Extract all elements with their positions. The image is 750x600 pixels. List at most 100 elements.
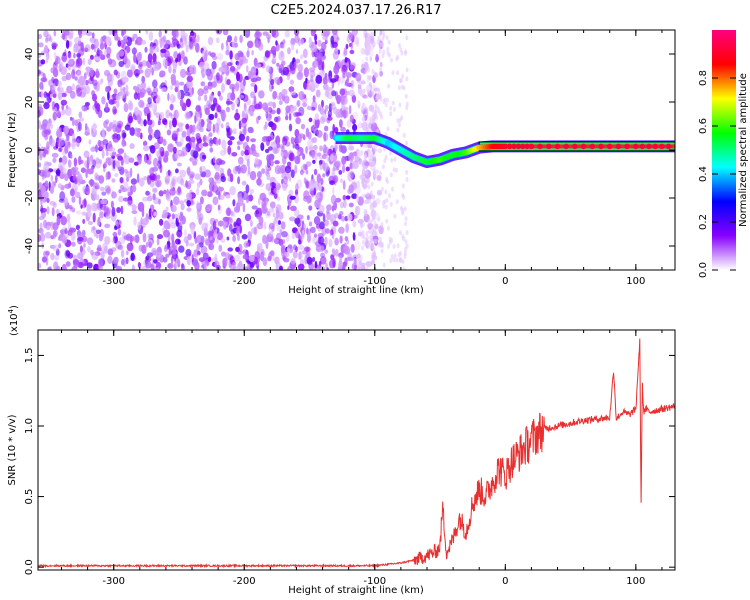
heatmap-cell [396, 54, 400, 60]
heatmap-cell [204, 94, 208, 102]
heatmap-cell [293, 61, 298, 69]
heatmap-cell [389, 258, 393, 264]
heatmap-cell [216, 53, 224, 61]
heatmap-cell [195, 105, 201, 112]
heatmap-cell [52, 111, 57, 121]
heatmap-cell [372, 40, 376, 48]
heatmap-cell [140, 82, 147, 90]
heatmap-cell [105, 157, 111, 164]
heatmap-cell [375, 53, 379, 63]
heatmap-cell [225, 207, 232, 217]
heatmap-cell [217, 90, 221, 97]
heatmap-cell [178, 245, 185, 253]
heatmap-cell [147, 134, 153, 141]
heatmap-cell [284, 165, 292, 174]
heatmap-cell [232, 211, 236, 217]
heatmap-cell [40, 185, 46, 193]
heatmap-cell [339, 119, 343, 128]
heatmap-cell [100, 78, 104, 83]
heatmap-cell [272, 77, 278, 82]
heatmap-cell [247, 70, 252, 80]
heatmap-cell [185, 248, 192, 257]
heatmap-cell [242, 254, 249, 260]
heatmap-cell [78, 111, 83, 119]
heatmap-cell [91, 251, 99, 260]
x-tick-label: 0 [502, 576, 508, 587]
heatmap-cell [193, 250, 199, 260]
heatmap-cell [250, 128, 254, 133]
heatmap-cell [164, 59, 168, 70]
heatmap-cell [132, 85, 138, 91]
heatmap-cell [334, 126, 339, 134]
heatmap-cell [40, 59, 46, 65]
heatmap-cell [163, 189, 167, 195]
heatmap-cell [95, 232, 99, 239]
heatmap-cell [323, 131, 327, 142]
heatmap-cell [366, 235, 369, 241]
heatmap-cell [375, 198, 381, 205]
heatmap-cell [397, 85, 401, 91]
heatmap-cell [343, 47, 348, 56]
heatmap-cell [221, 42, 224, 51]
heatmap-cell [310, 30, 316, 37]
heatmap-cell [208, 51, 212, 56]
heatmap-cell [201, 154, 207, 160]
heatmap-cell [166, 222, 171, 230]
heatmap-cell [278, 211, 284, 220]
colorbar-tick-label: 0.2 [698, 214, 709, 230]
heatmap-cell [211, 60, 217, 70]
heatmap-cell [186, 207, 192, 212]
heatmap-cell [274, 160, 280, 165]
heatmap-cell [107, 58, 113, 65]
heatmap-cell [219, 74, 223, 83]
heatmap-cell [250, 138, 256, 143]
heatmap-cell [398, 43, 401, 48]
heatmap-cell [173, 51, 179, 59]
heatmap-cell [348, 89, 355, 97]
heatmap-cell [53, 202, 57, 208]
heatmap-cell [315, 223, 320, 229]
heatmap-cell [100, 36, 104, 46]
x-tick-label: 0 [502, 276, 508, 287]
heatmap-cell [164, 79, 167, 86]
heatmap-cell [331, 30, 338, 35]
heatmap-cell [242, 78, 246, 87]
heatmap-cell [285, 115, 289, 121]
heatmap-cell [372, 113, 375, 119]
heatmap-cell [276, 62, 280, 67]
heatmap-cell [377, 216, 381, 222]
heatmap-cell [376, 175, 382, 181]
heatmap-cell [338, 170, 343, 175]
heatmap-cell [46, 197, 50, 203]
heatmap-cell [198, 118, 205, 128]
heatmap-cell [95, 68, 99, 78]
heatmap-cell [75, 63, 81, 68]
heatmap-cell [367, 35, 371, 41]
heatmap-cell [220, 176, 226, 183]
heatmap-cell [177, 122, 184, 127]
heatmap-cell [51, 76, 55, 83]
heatmap-cell [373, 72, 379, 79]
heatmap-cell [382, 200, 386, 206]
heatmap-cell [214, 112, 218, 119]
heatmap-cell [314, 60, 319, 68]
heatmap-cell [319, 221, 325, 230]
heatmap-cell [142, 232, 147, 243]
heatmap-cell [107, 90, 110, 101]
heatmap-cell [186, 200, 191, 207]
heatmap-cell [101, 199, 108, 205]
heatmap-cell [260, 251, 266, 257]
heatmap-cell [404, 216, 408, 222]
heatmap-cell [282, 155, 287, 165]
heatmap-cell [290, 205, 297, 212]
heatmap-cell [167, 92, 170, 102]
heatmap-cell [389, 172, 393, 178]
heatmap-cell [338, 144, 343, 153]
heatmap-cell [238, 133, 246, 142]
heatmap-cell [69, 188, 75, 197]
heatmap-cell [330, 153, 334, 162]
heatmap-cell [262, 234, 267, 244]
heatmap-cell [193, 249, 199, 257]
heatmap-cell [149, 46, 154, 55]
heatmap-cell [67, 229, 73, 236]
